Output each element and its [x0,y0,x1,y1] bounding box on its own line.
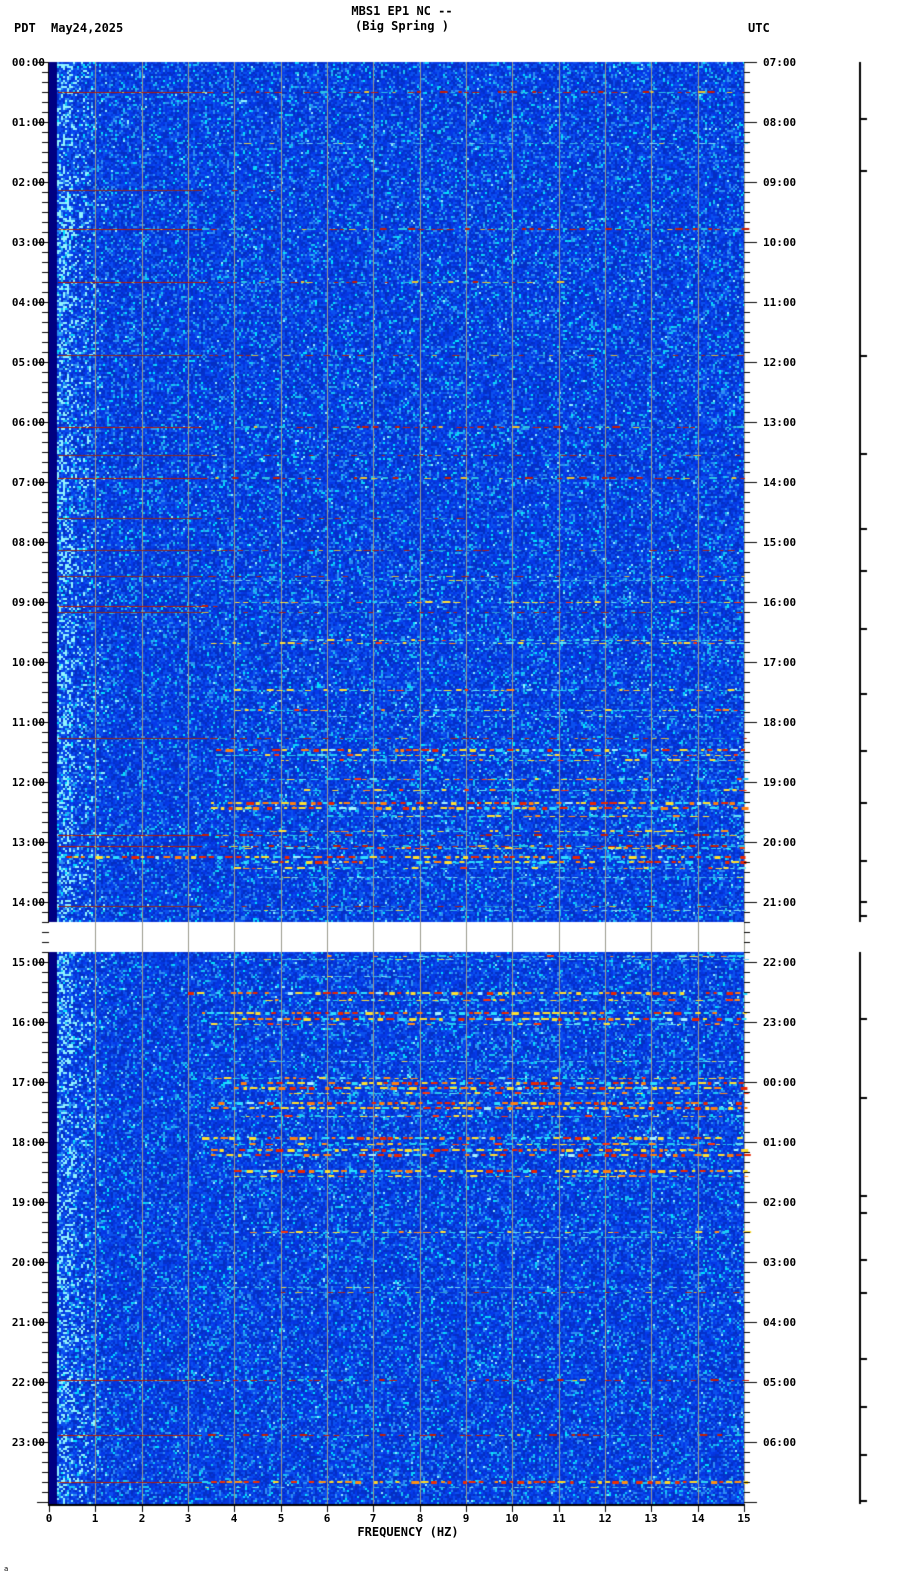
pdt-hour-label: 10:00 [11,656,45,669]
freq-tick-label: 15 [737,1512,751,1525]
freq-tick-label: 14 [691,1512,705,1525]
pdt-hour-label: 20:00 [11,1256,45,1269]
utc-hour-label: 12:00 [763,356,797,369]
utc-hour-label: 10:00 [763,236,797,249]
utc-hour-label: 09:00 [763,176,797,189]
date-label: May24,2025 [51,21,124,35]
utc-hour-label: 16:00 [763,596,797,609]
pdt-hour-label: 23:00 [11,1436,45,1449]
utc-hour-label: 23:00 [763,1016,797,1029]
pdt-hour-label: 05:00 [11,356,45,369]
utc-hour-label: 17:00 [763,656,797,669]
pdt-hour-label: 22:00 [11,1376,45,1389]
utc-hour-label: 22:00 [763,956,797,969]
freq-tick-label: 12 [598,1512,612,1525]
utc-hour-label: 00:00 [763,1076,797,1089]
freq-tick-label: 4 [230,1512,238,1525]
utc-hour-label: 19:00 [763,776,797,789]
utc-hour-label: 20:00 [763,836,797,849]
pdt-hour-label: 12:00 [11,776,45,789]
station-title: MBS1 EP1 NC -- [351,4,453,18]
pdt-hour-label: 17:00 [11,1076,45,1089]
utc-hour-label: 14:00 [763,476,797,489]
pdt-hour-label: 00:00 [11,56,45,69]
utc-hour-label: 15:00 [763,536,797,549]
pdt-hour-label: 03:00 [11,236,45,249]
utc-hour-label: 06:00 [763,1436,797,1449]
pdt-hour-label: 08:00 [11,536,45,549]
freq-tick-label: 11 [552,1512,566,1525]
frequency-axis-title: FREQUENCY (HZ) [357,1525,459,1539]
freq-tick-label: 5 [277,1512,285,1525]
utc-hour-label: 13:00 [763,416,797,429]
pdt-hour-label: 11:00 [11,716,45,729]
freq-tick-label: 3 [184,1512,192,1525]
timezone-left-label: PDT [14,21,36,35]
freq-tick-label: 2 [138,1512,146,1525]
freq-tick-label: 7 [369,1512,377,1525]
timezone-right-label: UTC [748,21,770,35]
utc-hour-label: 08:00 [763,116,797,129]
pdt-hour-label: 09:00 [11,596,45,609]
pdt-hour-label: 13:00 [11,836,45,849]
pdt-hour-label: 07:00 [11,476,45,489]
pdt-hour-label: 15:00 [11,956,45,969]
freq-tick-label: 8 [416,1512,424,1525]
footer-mark: a [4,1565,9,1573]
utc-hour-label: 03:00 [763,1256,797,1269]
utc-hour-label: 02:00 [763,1196,797,1209]
utc-hour-label: 07:00 [763,56,797,69]
station-subtitle: (Big Spring ) [355,19,449,33]
pdt-hour-label: 04:00 [11,296,45,309]
freq-tick-label: 9 [462,1512,470,1525]
utc-hour-label: 05:00 [763,1376,797,1389]
pdt-hour-label: 06:00 [11,416,45,429]
freq-tick-label: 1 [91,1512,99,1525]
pdt-hour-label: 18:00 [11,1136,45,1149]
pdt-hour-label: 16:00 [11,1016,45,1029]
utc-hour-label: 21:00 [763,896,797,909]
freq-tick-label: 10 [505,1512,519,1525]
freq-tick-label: 13 [644,1512,658,1525]
pdt-hour-label: 02:00 [11,176,45,189]
freq-tick-label: 0 [45,1512,53,1525]
utc-hour-label: 01:00 [763,1136,797,1149]
pdt-hour-label: 01:00 [11,116,45,129]
pdt-hour-label: 21:00 [11,1316,45,1329]
pdt-hour-label: 19:00 [11,1196,45,1209]
utc-hour-label: 18:00 [763,716,797,729]
freq-tick-label: 6 [323,1512,331,1525]
pdt-hour-label: 14:00 [11,896,45,909]
utc-hour-label: 11:00 [763,296,797,309]
utc-hour-label: 04:00 [763,1316,797,1329]
